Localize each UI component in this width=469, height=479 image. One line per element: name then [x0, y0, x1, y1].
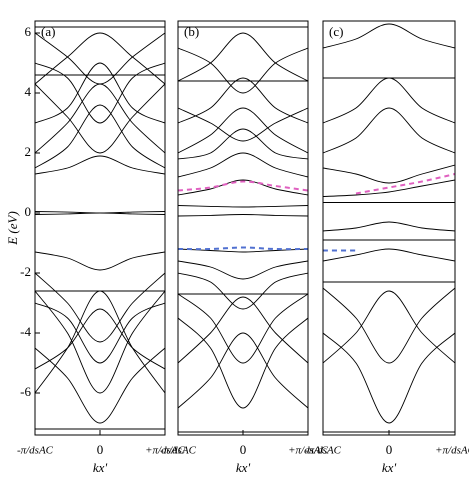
- band-line: [35, 251, 165, 271]
- band-line: [178, 317, 308, 409]
- band-line: [323, 290, 455, 364]
- band-line: [178, 180, 308, 192]
- band-line: [35, 32, 165, 85]
- x-tick-label: 0: [240, 442, 247, 457]
- band-line: [35, 155, 165, 175]
- band-line: [323, 287, 455, 364]
- band-line: [35, 83, 165, 154]
- panel-frame: [34, 20, 166, 436]
- band-line: [178, 47, 308, 94]
- panel-frame: [322, 20, 456, 436]
- band-line: [35, 32, 165, 85]
- band-line: [178, 260, 308, 280]
- x-axis-label: kx': [382, 460, 397, 475]
- y-tick-label: -6: [20, 384, 31, 399]
- band-line: [35, 290, 165, 394]
- band-line: [178, 246, 308, 251]
- band-line: [35, 104, 165, 169]
- band-line: [35, 290, 165, 394]
- band-line: [323, 248, 455, 262]
- band-line: [178, 107, 308, 154]
- band-line: [323, 107, 455, 154]
- x-tick-label: -π/dsAC: [17, 445, 54, 457]
- band-line: [35, 302, 165, 364]
- band-line: [178, 77, 308, 124]
- y-axis-label: E (eV): [5, 211, 20, 246]
- band-line: [178, 296, 308, 364]
- band-line: [323, 77, 455, 124]
- x-tick-label: 0: [97, 442, 104, 457]
- band-line: [178, 214, 308, 217]
- x-tick-label: 0: [386, 442, 393, 457]
- y-tick-label: -4: [20, 324, 31, 339]
- band-line: [178, 128, 308, 160]
- band-line: [323, 164, 455, 184]
- x-tick-label: +π/dsAC: [145, 445, 185, 457]
- y-tick-label: 2: [25, 144, 32, 159]
- band-line: [178, 107, 308, 142]
- plot-area: [178, 26, 308, 433]
- band-line: [178, 293, 308, 364]
- band-line: [178, 32, 308, 82]
- panel-label: (b): [184, 24, 199, 39]
- y-tick-label: -2: [20, 264, 31, 279]
- panel-frame: [177, 20, 309, 436]
- x-tick-label: -π/dsAC: [160, 445, 197, 457]
- band-line: [178, 205, 308, 208]
- band-line: [35, 62, 165, 124]
- band-line: [323, 221, 455, 232]
- y-tick-label: 6: [25, 24, 32, 39]
- band-line: [355, 173, 455, 195]
- y-tick-label: 4: [25, 84, 32, 99]
- band-line: [35, 62, 165, 124]
- x-axis-label: kx': [93, 460, 108, 475]
- band-line: [178, 179, 308, 196]
- band-line: [35, 347, 165, 424]
- band-line: [323, 23, 455, 49]
- panel-label: (a): [41, 24, 55, 39]
- x-axis-label: kx': [236, 460, 251, 475]
- band-line: [178, 272, 308, 310]
- band-line: [35, 83, 165, 154]
- panel-label: (c): [329, 24, 343, 39]
- x-tick-label: -π/dsAC: [305, 445, 342, 457]
- band-line: [35, 308, 165, 370]
- band-line: [178, 152, 308, 178]
- y-tick-label: 0: [25, 204, 32, 219]
- plot-area: [323, 23, 455, 433]
- band-line: [323, 179, 455, 197]
- band-line: [35, 212, 165, 215]
- x-tick-label: +π/dsAC: [288, 445, 328, 457]
- x-tick-label: +π/dsAC: [435, 445, 469, 457]
- band-line: [178, 332, 308, 409]
- plot-area: [35, 26, 165, 430]
- band-line: [323, 332, 455, 424]
- band-line: [35, 272, 165, 343]
